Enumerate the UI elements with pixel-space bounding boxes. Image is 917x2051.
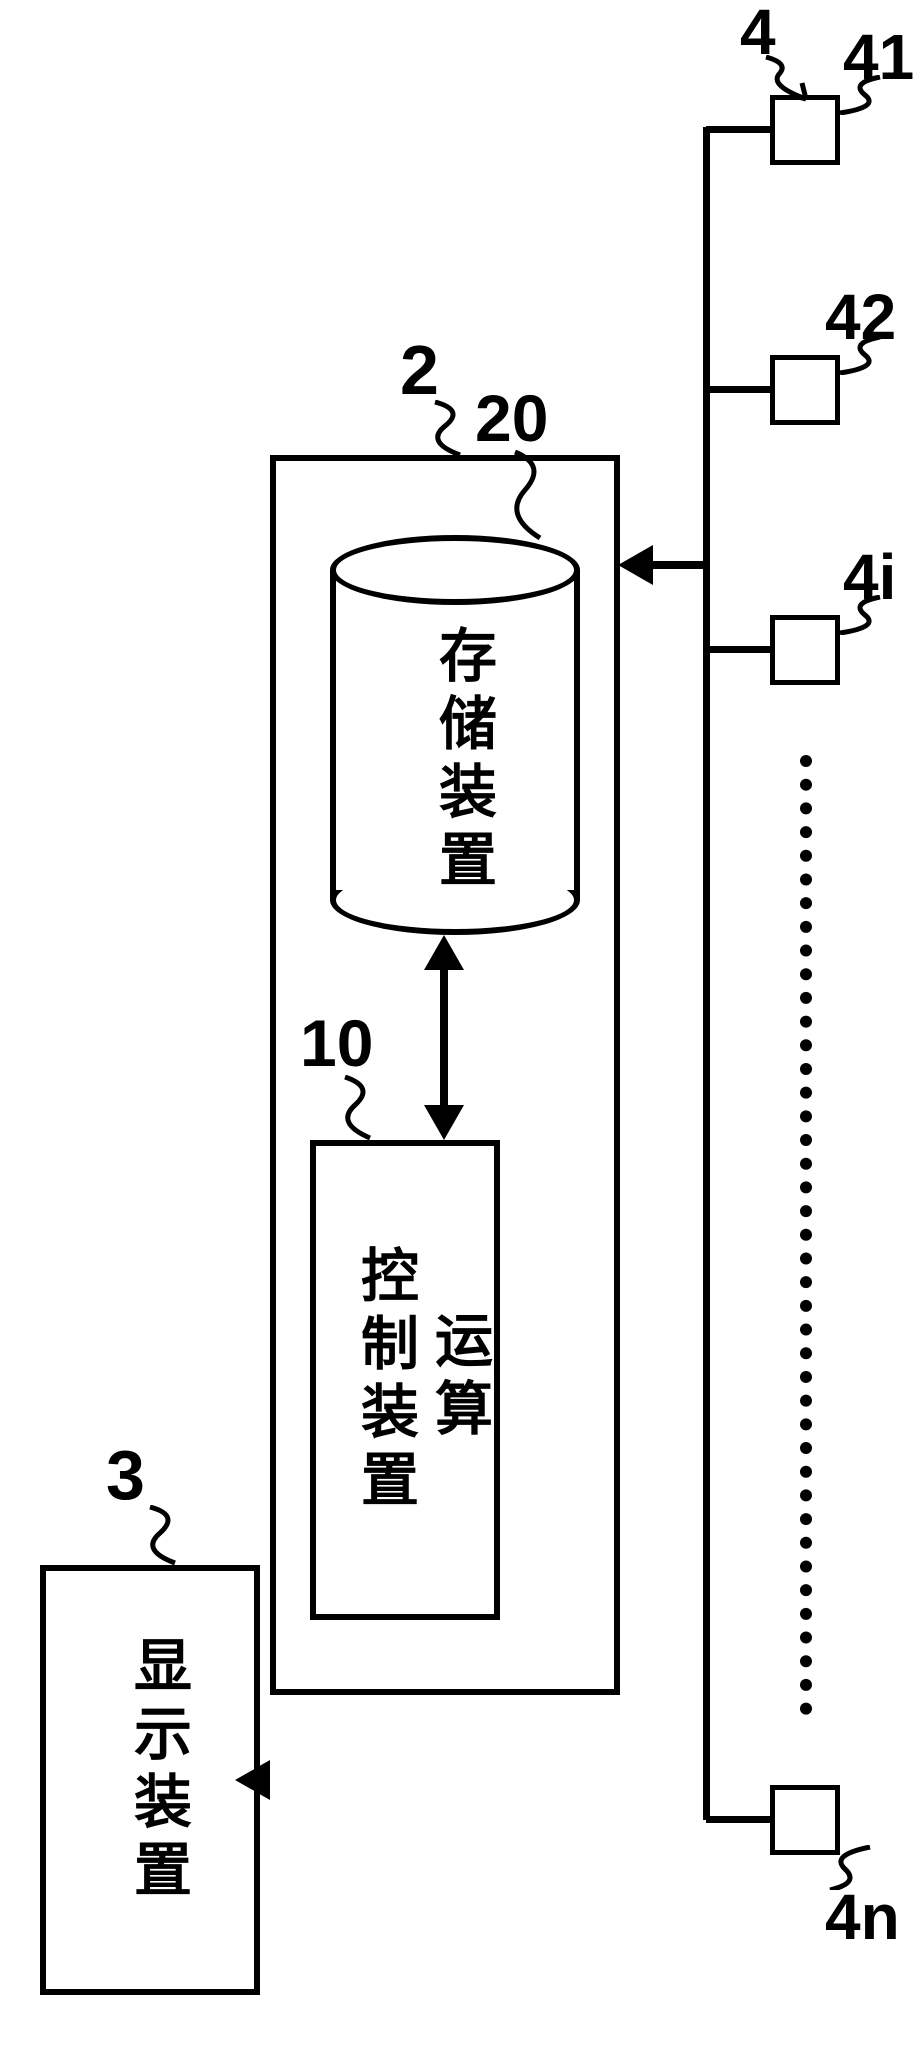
main-ref: 2 [400, 330, 439, 410]
sensor-4n-squiggle [820, 1845, 875, 1890]
storage-ref: 20 [475, 380, 548, 456]
sensor-4n-stub [706, 1816, 773, 1823]
cpu-ref: 10 [300, 1005, 373, 1081]
cpu-label-2: 控制装置 [342, 1245, 426, 1517]
sensor-41-stub [706, 126, 773, 133]
storage-label: 存储装置 [420, 625, 504, 897]
sensor-41-squiggle [830, 75, 885, 115]
display-ref: 3 [106, 1435, 145, 1515]
display-squiggle [140, 1505, 200, 1565]
cpu-label-1: 运算 [416, 1310, 500, 1446]
sensor-42-stub [706, 386, 773, 393]
sensor-group-arrow [758, 55, 813, 103]
storage-squiggle [505, 450, 565, 540]
sensor-4i-squiggle [830, 595, 885, 635]
sensor-dotted [800, 755, 812, 1715]
display-label: 显示装置 [115, 1635, 199, 1907]
sensor-bus [703, 127, 710, 1820]
cpu-squiggle [335, 1075, 395, 1140]
sensor-42-squiggle [830, 335, 885, 375]
sensor-4n-ref: 4n [825, 1880, 900, 1954]
sensor-4i-stub [706, 646, 773, 653]
